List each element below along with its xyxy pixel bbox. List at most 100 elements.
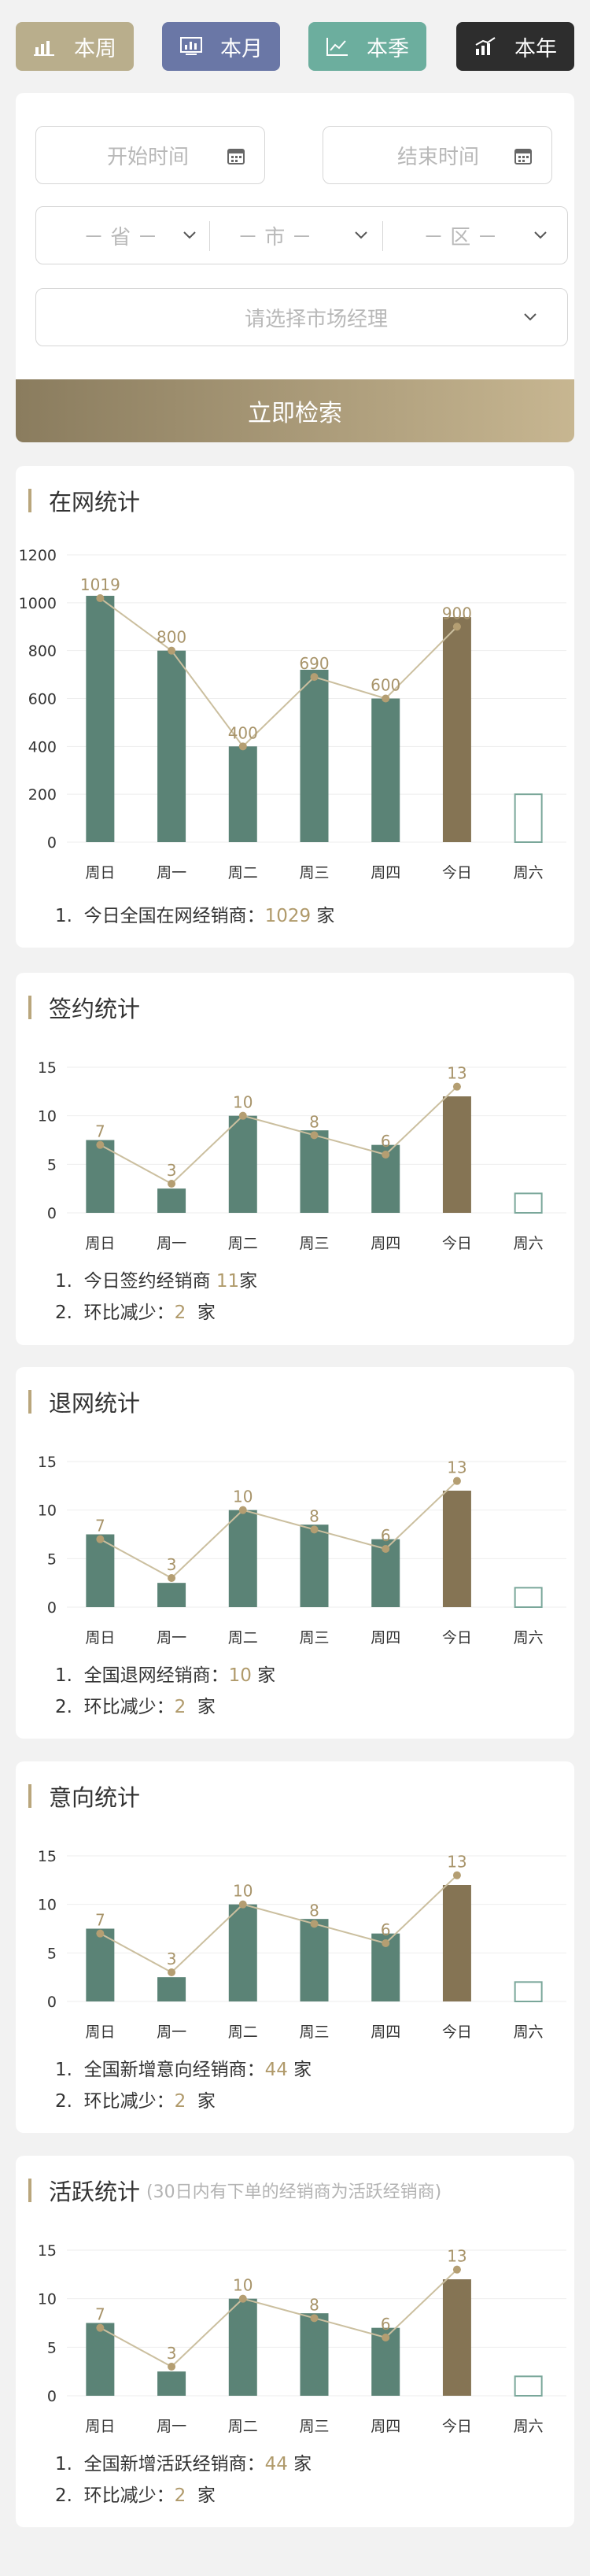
data-label: 7: [95, 1122, 105, 1141]
trend-point: [452, 623, 461, 631]
trend-chart-icon: [475, 37, 496, 55]
note-text: 全国退网经销商：: [83, 1665, 229, 1686]
card-subtitle: (30日内有下单的经销商为活跃经销商): [146, 2182, 442, 2202]
note-index: 1.: [55, 2060, 72, 2080]
note-index: 2.: [55, 2485, 72, 2506]
chart-bar: [300, 1919, 329, 2001]
note-line: 2. 环比减少：2 家: [55, 1297, 257, 1329]
data-label: 13: [447, 1458, 466, 1477]
trend-point: [452, 1082, 461, 1091]
data-label: 7: [95, 1517, 105, 1536]
trend-point: [310, 673, 319, 682]
stat-chart: 0 5 10 15 7 3 10 8 6 13 周日 周一 周二 周三 周四 今日 周六: [38, 1848, 566, 2041]
note-text: 环比减少：: [83, 2485, 175, 2506]
data-label: 3: [167, 1161, 177, 1180]
x-tick-label: 周一: [157, 1235, 186, 1252]
note-value: 2: [174, 1303, 186, 1323]
trend-point: [96, 1140, 105, 1149]
card-notes: 1. 全国新增活跃经销商：44 家 2. 环比减少：2 家: [55, 2448, 312, 2511]
card-title-text: 活跃统计: [49, 2179, 141, 2205]
stat-card: 退网统计 0 5 10 15 7 3 10 8 6 13 周日 周一 周二 周三 周四 今日 周六 1. 全国退网经…: [16, 1367, 574, 1739]
chevron-down-icon: [534, 231, 547, 239]
note-index: 1.: [55, 906, 72, 926]
note-text: 环比减少：: [83, 1697, 175, 1717]
search-button[interactable]: 立即检索: [16, 379, 574, 442]
x-tick-label: 周二: [228, 2418, 258, 2435]
trend-point: [310, 1525, 319, 1534]
title-accent-bar: [28, 2179, 31, 2202]
chart-bar: [514, 793, 543, 843]
card-title: 在网统计: [28, 488, 140, 516]
end-date-field[interactable]: 结束时间: [323, 126, 552, 184]
stat-card: 活跃统计 (30日内有下单的经销商为活跃经销商) 0 5 10 15 7 3 10 8 6 13 周日 周…: [16, 2156, 574, 2527]
trend-point: [238, 742, 247, 751]
chart-bar: [371, 698, 400, 842]
tab-month[interactable]: 本月: [162, 22, 280, 71]
tab-quarter[interactable]: 本季: [308, 22, 426, 71]
trend-point: [310, 2314, 319, 2323]
note-text: 环比减少：: [83, 2091, 175, 2112]
card-notes: 1. 全国退网经销商：10 家 2. 环比减少：2 家: [55, 1660, 275, 1723]
chart-bar: [86, 2323, 115, 2396]
x-tick-label: 周六: [514, 2023, 544, 2041]
y-tick-label: 600: [28, 691, 57, 708]
y-tick-label: 0: [47, 1205, 57, 1222]
trend-line: [99, 597, 458, 748]
title-accent-bar: [28, 1390, 31, 1414]
x-tick-label: 周一: [157, 2023, 186, 2041]
tab-week[interactable]: 本周: [16, 22, 134, 71]
district-select[interactable]: － 区 －: [382, 207, 568, 264]
manager-select[interactable]: 请选择市场经理: [35, 288, 568, 346]
tab-year-label: 本年: [514, 36, 557, 61]
data-label: 600: [371, 676, 400, 695]
y-tick-label: 5: [47, 1156, 57, 1173]
chart-bar: [157, 2371, 186, 2396]
x-tick-label: 周二: [228, 1629, 258, 1646]
chevron-down-icon: [183, 231, 196, 239]
trend-point: [310, 1131, 319, 1140]
trend-point: [238, 1900, 247, 1909]
bar-chart-icon: [34, 41, 54, 56]
data-label: 400: [228, 723, 258, 742]
trend-point: [452, 1871, 461, 1879]
trend-point: [96, 1929, 105, 1938]
x-tick-label: 周二: [228, 1235, 258, 1252]
trend-point: [238, 2294, 247, 2303]
x-tick-label: 周四: [371, 1629, 400, 1646]
city-value: － 市 －: [238, 225, 312, 249]
trend-point: [238, 1111, 247, 1120]
note-line: 1. 今日签约经销商 11家: [55, 1266, 257, 1297]
note-value: 2: [174, 2485, 186, 2506]
note-unit: 家: [287, 2060, 312, 2080]
chart-bar: [442, 617, 471, 842]
note-value: 2: [174, 1697, 186, 1717]
y-tick-label: 0: [47, 2388, 57, 2405]
region-selector: － 省 － － 市 － － 区 －: [35, 206, 568, 264]
tab-year[interactable]: 本年: [456, 22, 574, 71]
x-tick-label: 周六: [514, 2418, 544, 2435]
trend-line: [99, 2268, 458, 2368]
note-value: 2: [174, 2091, 186, 2112]
note-text: 今日签约经销商: [83, 1271, 216, 1292]
x-tick-label: 周三: [299, 2418, 329, 2435]
note-unit: 家: [186, 2091, 216, 2112]
y-tick-label: 400: [28, 738, 57, 756]
data-label: 13: [447, 1064, 466, 1083]
x-tick-label: 周三: [299, 2023, 329, 2041]
x-tick-label: 周六: [514, 1235, 544, 1252]
note-index: 1.: [55, 1665, 72, 1686]
province-select[interactable]: － 省 －: [36, 207, 209, 264]
card-title: 意向统计: [28, 1783, 140, 1811]
card-title-text: 退网统计: [49, 1390, 141, 1417]
trend-point: [382, 2334, 390, 2341]
x-tick-label: 今日: [442, 1629, 472, 1646]
x-tick-label: 周二: [228, 2023, 258, 2041]
city-select[interactable]: － 市 －: [209, 207, 382, 264]
chevron-down-icon: [355, 231, 367, 239]
note-line: 1. 全国新增意向经销商：44 家: [55, 2054, 312, 2086]
start-date-field[interactable]: 开始时间: [35, 126, 265, 184]
note-line: 2. 环比减少：2 家: [55, 2480, 312, 2511]
card-title: 活跃统计 (30日内有下单的经销商为活跃经销商): [28, 2178, 442, 2205]
chart-bar: [86, 1140, 115, 1213]
y-tick-label: 10: [38, 1502, 57, 1520]
